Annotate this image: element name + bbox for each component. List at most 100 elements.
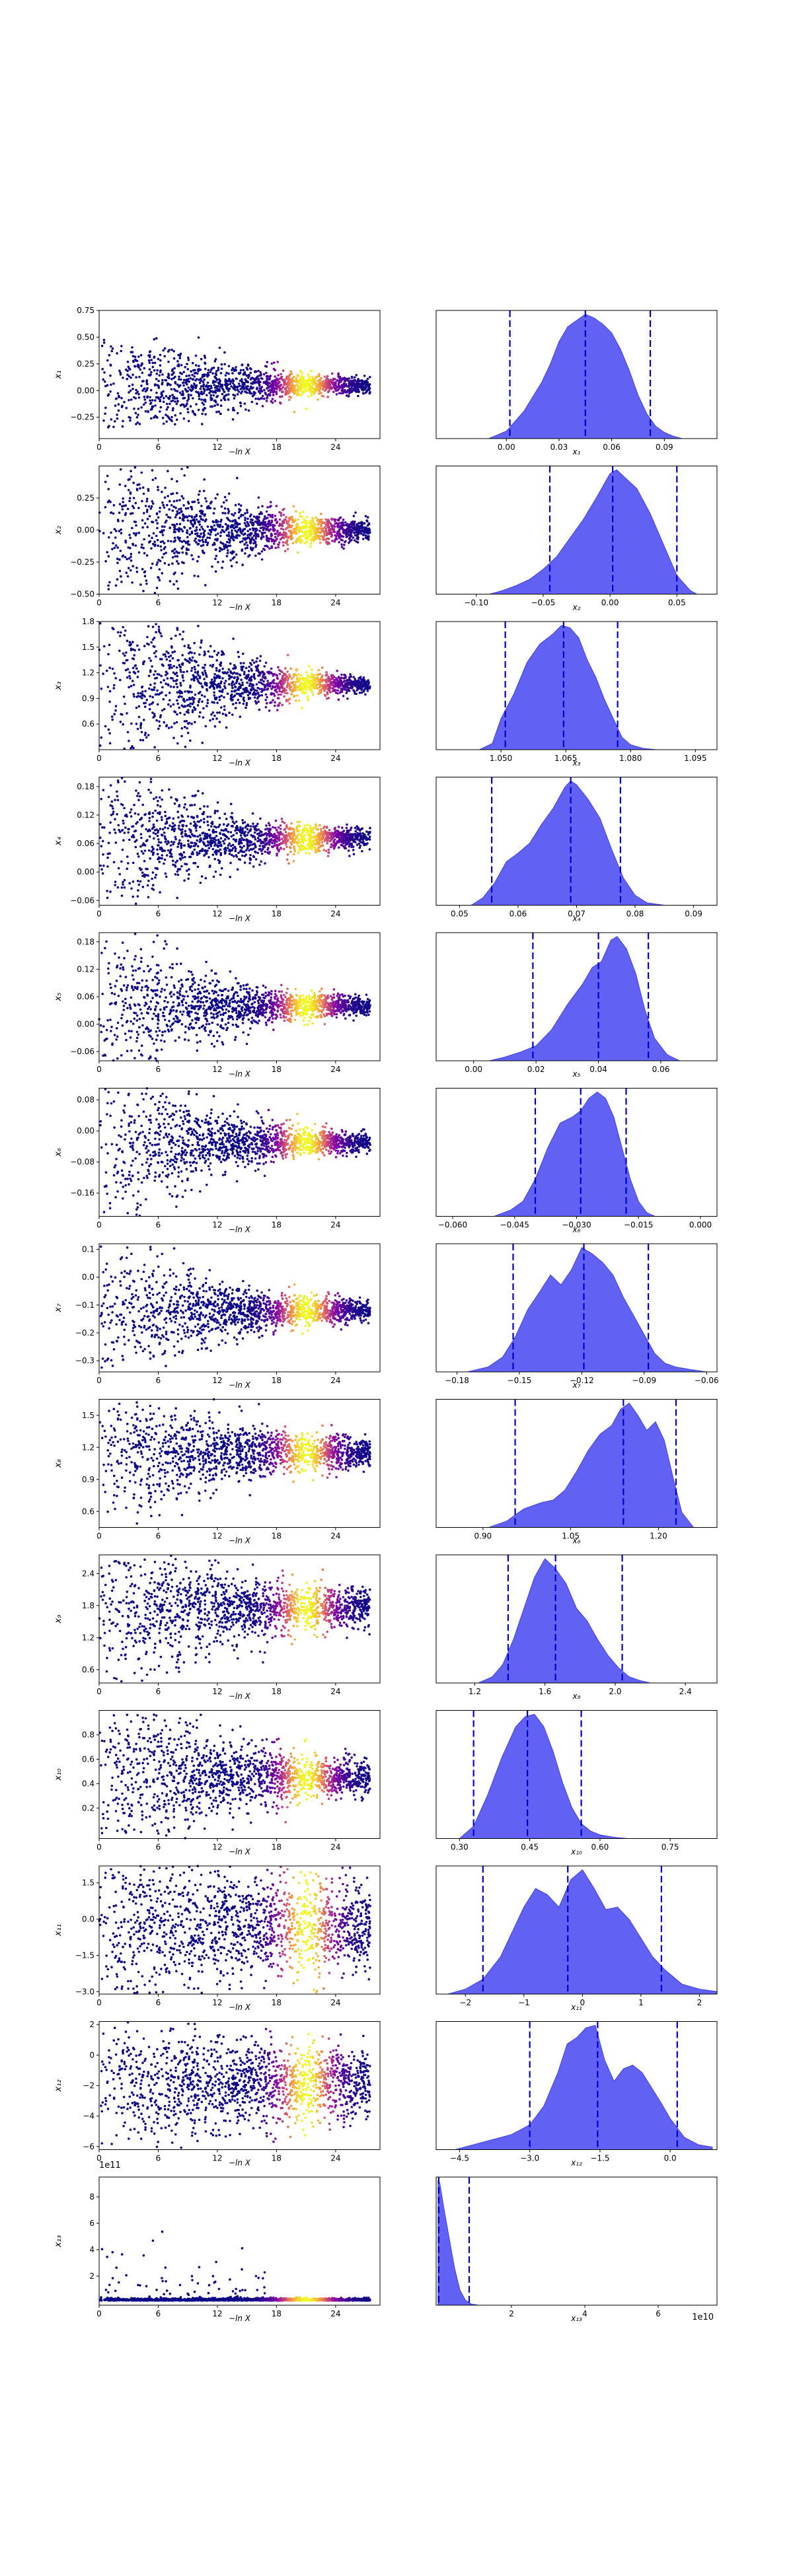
trace-point <box>274 546 278 550</box>
trace-point <box>186 400 189 402</box>
trace-point <box>292 388 295 392</box>
trace-point <box>338 536 340 539</box>
trace-point <box>137 705 141 708</box>
trace-point <box>192 557 194 561</box>
trace-point <box>188 380 190 383</box>
trace-point <box>231 538 235 540</box>
trace-point <box>221 671 225 674</box>
trace-point <box>276 709 279 711</box>
trace-point <box>277 826 280 829</box>
trace-point <box>177 659 180 662</box>
trace-point <box>360 520 363 524</box>
trace-point <box>129 677 132 680</box>
trace-point <box>309 545 312 548</box>
trace-point <box>228 674 231 678</box>
trace-point <box>210 500 213 503</box>
trace-point <box>200 875 204 878</box>
trace-point <box>263 548 266 552</box>
trace-point <box>319 689 321 692</box>
trace-point <box>149 684 152 686</box>
trace-panel-row2: 0 6 12 18 24−0.50−0.250.000.25−ln Xx₂ <box>54 466 371 612</box>
trace-point <box>335 677 338 680</box>
trace-point <box>170 348 173 351</box>
trace-point <box>174 516 177 519</box>
trace-point <box>153 682 156 685</box>
trace-point <box>215 666 218 670</box>
trace-point <box>203 821 206 824</box>
trace-point <box>183 396 186 400</box>
trace-point <box>112 807 114 810</box>
trace-point <box>137 531 141 534</box>
trace-point <box>137 670 139 673</box>
trace-point <box>249 387 252 390</box>
trace-panel-row1: 0 6 12 18 24−0.250.000.250.500.75−ln Xx₁ <box>54 306 371 456</box>
trace-point <box>137 692 139 695</box>
trace-point <box>209 685 212 688</box>
trace-point <box>369 376 371 378</box>
trace-point <box>148 515 151 518</box>
trace-point <box>196 498 200 501</box>
trace-point <box>174 382 177 384</box>
trace-point <box>149 669 152 672</box>
trace-point <box>209 525 213 528</box>
trace-point <box>294 681 297 684</box>
trace-point <box>169 659 171 662</box>
trace-point <box>118 569 122 573</box>
trace-point <box>297 526 300 529</box>
trace-point <box>219 534 222 538</box>
trace-point <box>159 406 163 409</box>
trace-point <box>270 546 274 549</box>
trace-point <box>221 528 224 532</box>
trace-point <box>246 676 248 679</box>
trace-point <box>137 366 140 369</box>
trace-point <box>342 378 346 380</box>
trace-point <box>266 396 269 400</box>
trace-point <box>151 478 155 482</box>
trace-point <box>300 375 303 378</box>
trace-point <box>182 561 185 565</box>
trace-point <box>153 652 156 655</box>
trace-point <box>227 492 231 495</box>
trace-point <box>264 698 268 701</box>
trace-point <box>178 508 180 511</box>
trace-point <box>280 402 282 405</box>
trace-point <box>313 380 317 383</box>
trace-point <box>323 690 326 692</box>
trace-point <box>179 668 182 671</box>
trace-point <box>227 510 231 513</box>
trace-point <box>294 392 297 394</box>
trace-point <box>263 688 266 692</box>
trace-point <box>201 376 204 378</box>
trace-point <box>227 390 230 392</box>
trace-point <box>340 524 343 526</box>
trace-point <box>262 535 265 538</box>
trace-point <box>233 683 236 686</box>
trace-point <box>225 385 228 388</box>
trace-point <box>121 508 124 511</box>
trace-point <box>243 532 246 535</box>
x-tick-label: 6 <box>156 598 161 608</box>
trace-point <box>225 394 228 396</box>
trace-point <box>193 384 196 386</box>
trace-point <box>248 679 251 682</box>
trace-point <box>153 356 155 359</box>
trace-point <box>237 517 241 520</box>
trace-point <box>192 674 195 677</box>
trace-point <box>276 361 280 363</box>
trace-point <box>186 363 188 365</box>
trace-point <box>327 848 330 851</box>
trace-point <box>151 688 154 692</box>
trace-point <box>189 526 192 530</box>
trace-point <box>342 685 345 688</box>
trace-point <box>194 364 198 367</box>
trace-point <box>257 369 260 373</box>
trace-point <box>216 523 219 526</box>
trace-point <box>144 390 147 393</box>
trace-point <box>292 675 295 678</box>
trace-point <box>280 373 282 376</box>
x-axis-label: −ln X <box>229 603 251 612</box>
y-tick-label: 0.50 <box>77 332 94 341</box>
trace-point <box>254 537 258 540</box>
trace-point <box>241 548 244 551</box>
trace-point <box>306 536 309 539</box>
